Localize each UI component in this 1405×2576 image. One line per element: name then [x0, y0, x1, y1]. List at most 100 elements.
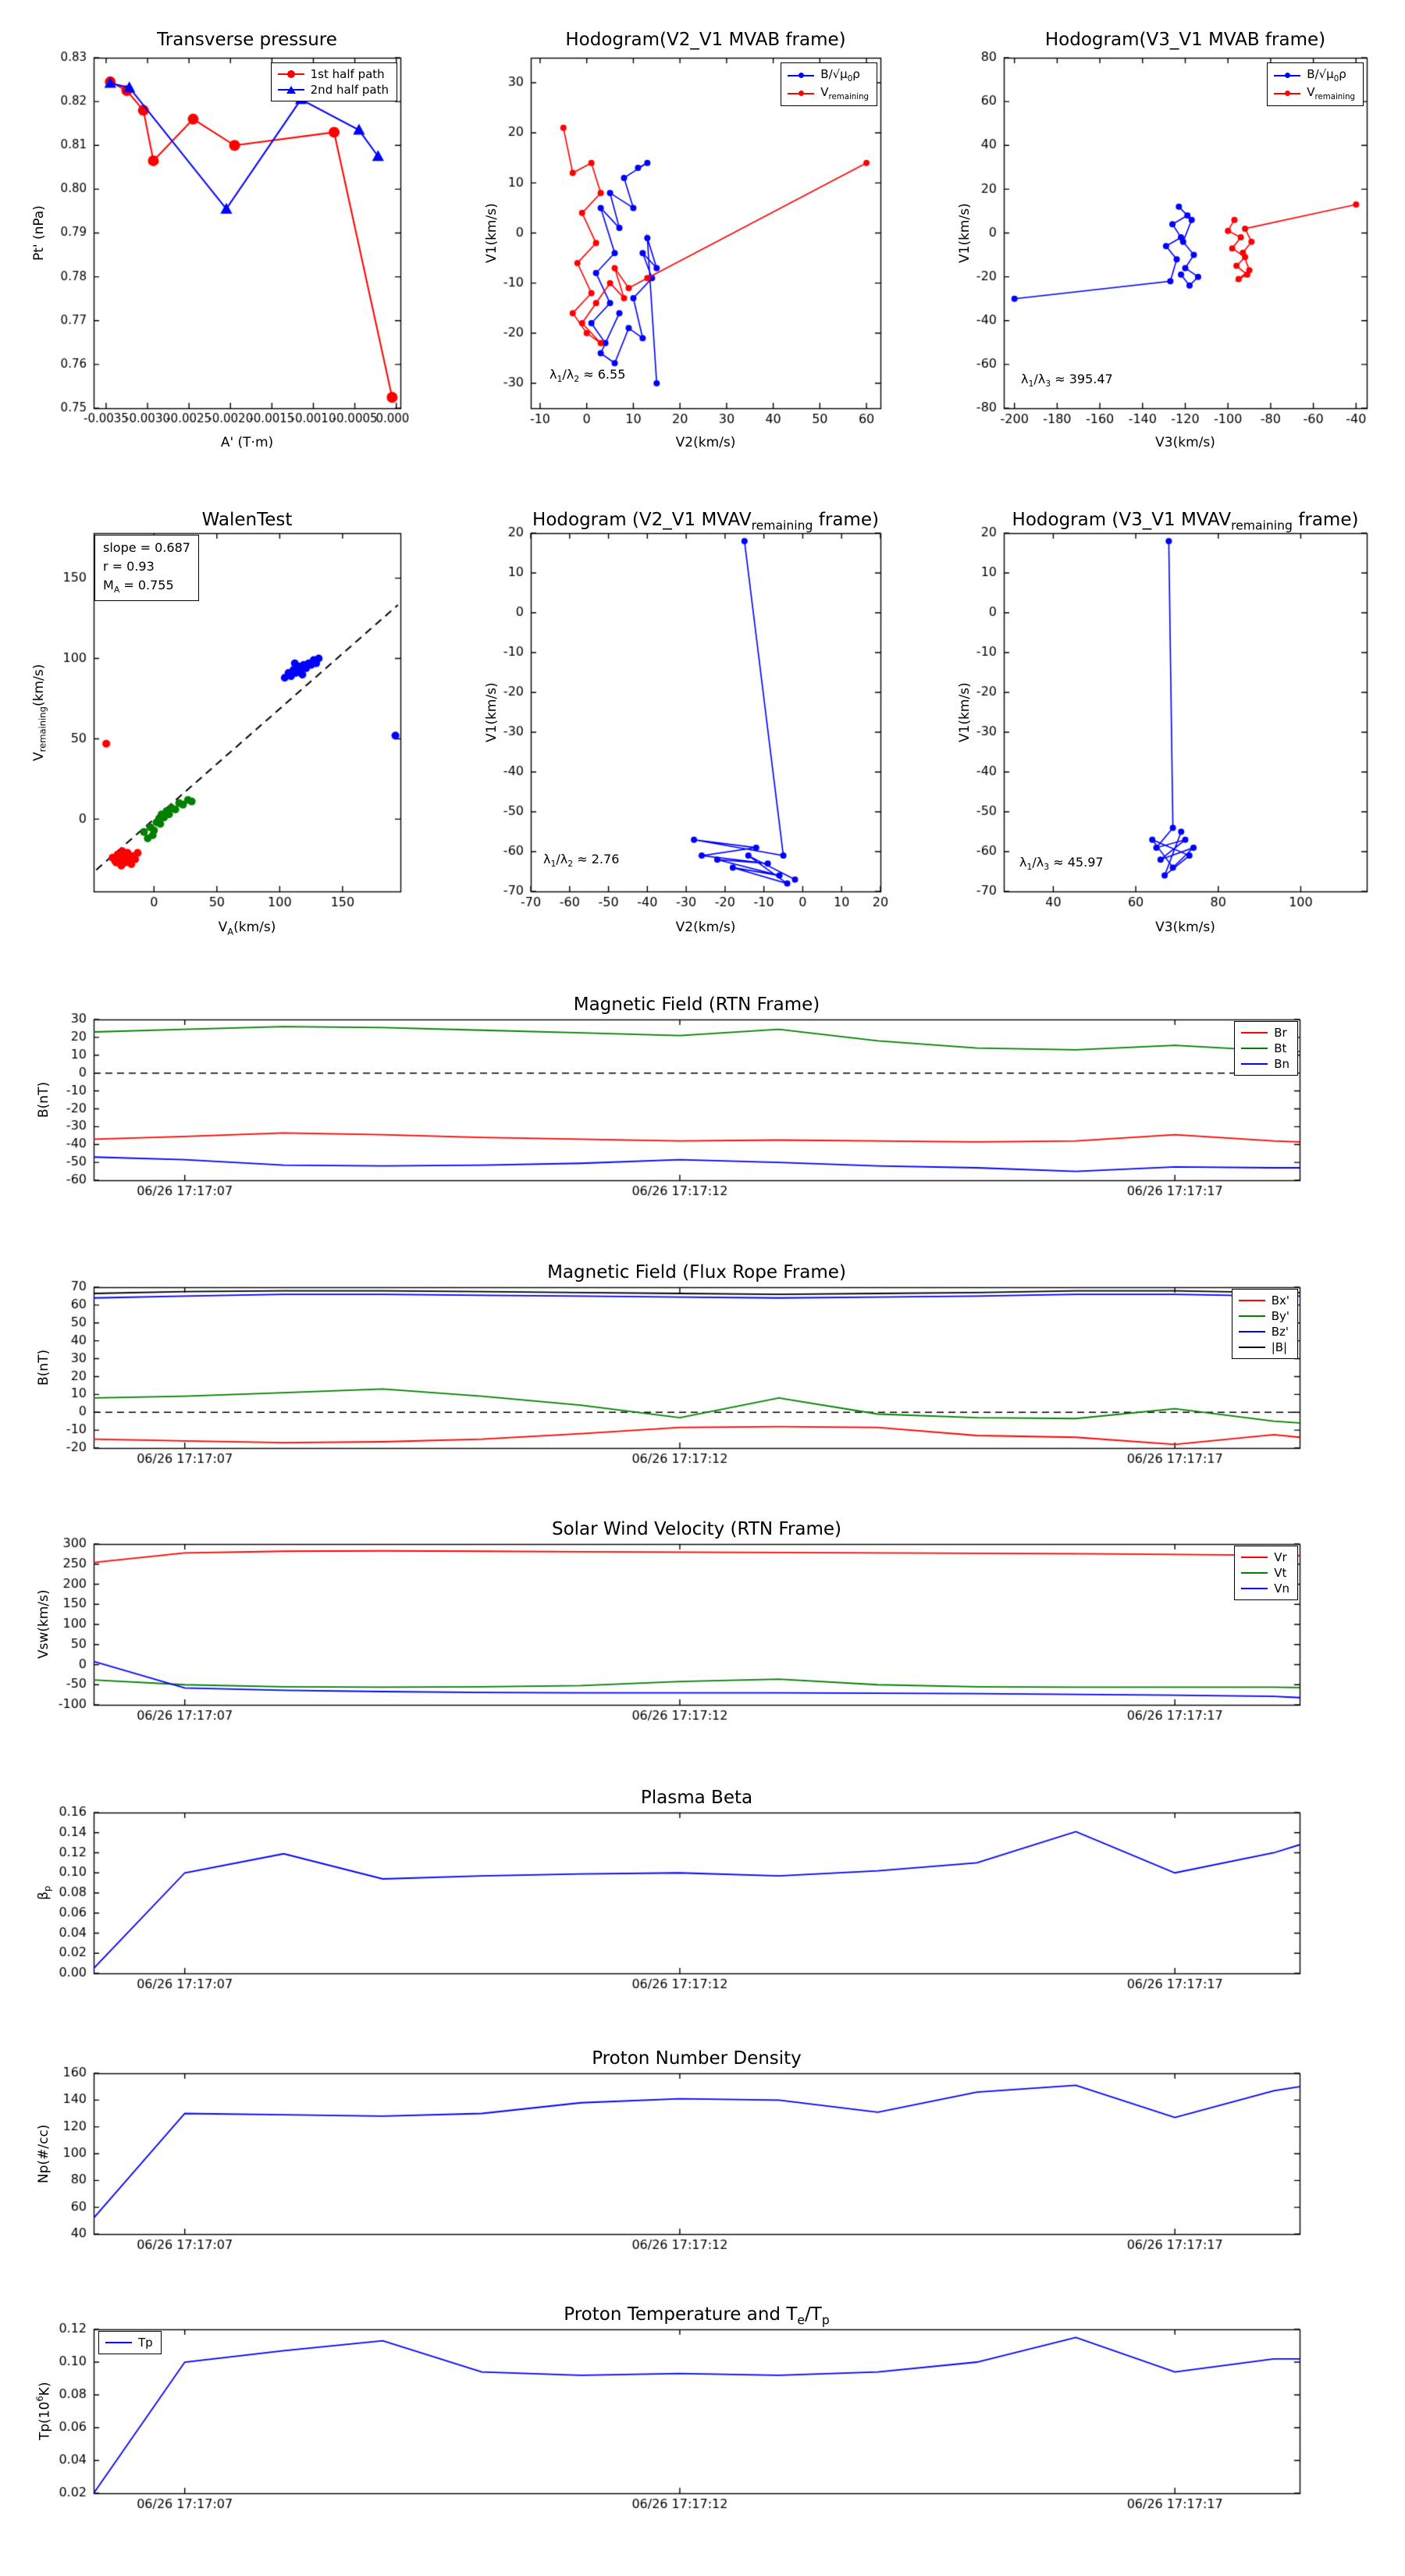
legend-label: Vn — [1274, 1582, 1289, 1596]
hodogram-v3v1-mvav-title: Hodogram (V3_V1 MVAVremaining frame) — [1012, 510, 1359, 533]
legend-swatch-green-line-icon — [1241, 1044, 1268, 1053]
plasma-beta-plot — [23, 1778, 1370, 2012]
proton-temperature-legend: Tp — [98, 2331, 162, 2354]
hodogram-v3v1-mvab-legend: B/√μ0ρ Vremaining — [1267, 62, 1364, 106]
walen-ma-value: MA = 0.755 — [103, 578, 174, 596]
hodogram-v3v1-mvav-ylabel: V1(km/s) — [957, 682, 973, 742]
legend-label: Vt — [1274, 1566, 1287, 1580]
chart-hodogram-v2v1-mvav: Hodogram (V2_V1 MVAVremaining frame) V1(… — [478, 503, 891, 960]
chart-hodogram-v3v1-mvav: Hodogram (V3_V1 MVAVremaining frame) V1(… — [951, 503, 1376, 960]
legend-swatch-blue-line-icon — [1274, 71, 1301, 80]
chart-transverse-pressure: Transverse pressure Pt' (nPa) A' (T·m) 1… — [23, 14, 410, 471]
legend-entry-bx: Bx' — [1238, 1293, 1289, 1308]
lambda-ratio-annotation: λ1/λ2 ≈ 2.76 — [543, 852, 620, 870]
legend-swatch-green-line-icon — [1238, 1311, 1265, 1321]
legend-entry-b-field: B/√μ0ρ — [788, 66, 869, 84]
chart-proton-temperature: Proton Temperature and Te/Tp Tp(106K) Tp — [23, 2295, 1370, 2537]
legend-swatch-blue-line-icon — [105, 2338, 132, 2347]
lambda-ratio-annotation: λ1/λ2 ≈ 6.55 — [550, 367, 626, 385]
legend-swatch-blue-line-icon — [788, 71, 815, 80]
legend-label: 2nd half path — [310, 83, 389, 97]
legend-label: Br — [1274, 1026, 1287, 1040]
magnetic-flux-rope-legend: Bx' By' Bz' |B| — [1231, 1289, 1298, 1359]
legend-entry-vn: Vn — [1241, 1581, 1289, 1596]
chart-hodogram-v3v1-mvab: Hodogram(V3_V1 MVAB frame) V1(km/s) V3(k… — [951, 14, 1376, 471]
lambda-ratio-annotation: λ1/λ3 ≈ 45.97 — [1019, 855, 1104, 873]
legend-swatch-blue-line-icon — [1238, 1327, 1265, 1336]
velocity-rtn-legend: Vr Vt Vn — [1234, 1546, 1298, 1600]
walen-test-ylabel: Vremaining(km/s) — [31, 664, 48, 761]
chart-magnetic-rtn: Magnetic Field (RTN Frame) B(nT) Br Bt B… — [23, 985, 1370, 1219]
legend-label: By' — [1271, 1309, 1289, 1323]
hodogram-v2v1-mvab-legend: B/√μ0ρ Vremaining — [781, 62, 877, 106]
magnetic-rtn-legend: Br Bt Bn — [1234, 1021, 1298, 1076]
legend-entry-bmag: |B| — [1238, 1340, 1289, 1355]
legend-entry-v-remaining: Vremaining — [788, 84, 869, 102]
legend-entry-br: Br — [1241, 1025, 1289, 1041]
legend-label: B/√μ0ρ — [1307, 67, 1346, 84]
legend-entry-bz: Bz' — [1238, 1324, 1289, 1340]
hodogram-v3v1-mvav-plot — [951, 503, 1376, 960]
legend-label: |B| — [1271, 1340, 1288, 1354]
velocity-rtn-ylabel: Vsw(km/s) — [36, 1589, 52, 1660]
transverse-pressure-legend: 1st half path 2nd half path — [270, 62, 397, 101]
walen-test-plot — [23, 503, 410, 960]
hodogram-v3v1-mvab-ylabel: V1(km/s) — [957, 203, 973, 263]
proton-density-title: Proton Number Density — [592, 2048, 802, 2069]
velocity-rtn-title: Solar Wind Velocity (RTN Frame) — [551, 1519, 842, 1539]
legend-entry-v-remaining: Vremaining — [1274, 84, 1355, 102]
chart-walen-test: WalenTest Vremaining(km/s) VA(km/s) slop… — [23, 503, 410, 960]
walen-slope-value: slope = 0.687 — [103, 540, 190, 555]
magnetic-rtn-plot — [23, 985, 1370, 1219]
legend-swatch-blue-line-icon — [1241, 1059, 1268, 1069]
legend-swatch-green-line-icon — [1241, 1568, 1268, 1578]
legend-swatch-red-line-icon — [1241, 1028, 1268, 1037]
legend-label: Bx' — [1271, 1293, 1289, 1308]
legend-label: Bn — [1274, 1057, 1289, 1071]
legend-label: Bt — [1274, 1041, 1287, 1055]
chart-hodogram-v2v1-mvab: Hodogram(V2_V1 MVAB frame) V1(km/s) V2(k… — [478, 14, 891, 471]
legend-swatch-blue-line-icon — [1241, 1584, 1268, 1593]
hodogram-v2v1-mvav-ylabel: V1(km/s) — [484, 682, 500, 742]
legend-label: Tp — [138, 2336, 153, 2350]
legend-label: Vremaining — [1307, 85, 1355, 101]
legend-swatch-black-line-icon — [1238, 1343, 1265, 1352]
legend-entry-bn: Bn — [1241, 1056, 1289, 1072]
legend-label: B/√μ0ρ — [820, 67, 860, 84]
legend-entry-bt: Bt — [1241, 1041, 1289, 1056]
legend-swatch-red-line-icon — [1238, 1296, 1265, 1305]
hodogram-v2v1-mvav-xlabel: V2(km/s) — [675, 920, 736, 935]
legend-swatch-red-circle-icon — [277, 69, 304, 79]
legend-swatch-blue-triangle-icon — [277, 85, 304, 94]
velocity-rtn-plot — [23, 1510, 1370, 1744]
chart-plasma-beta: Plasma Beta βp — [23, 1778, 1370, 2012]
legend-entry-tp: Tp — [105, 2335, 153, 2350]
legend-entry-2nd-half: 2nd half path — [277, 82, 389, 98]
walen-test-xlabel: VA(km/s) — [218, 920, 276, 938]
legend-entry-1st-half: 1st half path — [277, 66, 389, 82]
lambda-ratio-annotation: λ1/λ3 ≈ 395.47 — [1021, 372, 1113, 390]
legend-swatch-red-line-icon — [1274, 89, 1301, 98]
hodogram-v2v1-mvab-ylabel: V1(km/s) — [484, 203, 500, 263]
transverse-pressure-xlabel: A' (T·m) — [220, 435, 274, 450]
legend-entry-vt: Vt — [1241, 1565, 1289, 1581]
legend-label: Vremaining — [820, 85, 869, 101]
legend-entry-b-field: B/√μ0ρ — [1274, 66, 1355, 84]
legend-entry-vr: Vr — [1241, 1550, 1289, 1565]
proton-density-ylabel: Np(#/cc) — [36, 2124, 52, 2183]
chart-velocity-rtn: Solar Wind Velocity (RTN Frame) Vsw(km/s… — [23, 1510, 1370, 1744]
hodogram-v2v1-mvab-xlabel: V2(km/s) — [675, 435, 736, 450]
legend-swatch-red-line-icon — [1241, 1553, 1268, 1562]
chart-magnetic-flux-rope: Magnetic Field (Flux Rope Frame) B(nT) B… — [23, 1253, 1370, 1487]
legend-label: 1st half path — [310, 67, 385, 81]
hodogram-v2v1-mvav-title: Hodogram (V2_V1 MVAVremaining frame) — [532, 510, 879, 533]
proton-temperature-plot — [23, 2295, 1370, 2537]
walen-test-title: WalenTest — [201, 510, 293, 530]
magnetic-flux-rope-title: Magnetic Field (Flux Rope Frame) — [547, 1262, 846, 1283]
legend-swatch-red-line-icon — [788, 89, 815, 98]
hodogram-v3v1-mvav-xlabel: V3(km/s) — [1155, 920, 1215, 935]
proton-temperature-ylabel: Tp(106K) — [34, 2382, 53, 2441]
proton-density-plot — [23, 2039, 1370, 2273]
transverse-pressure-ylabel: Pt' (nPa) — [31, 205, 47, 261]
